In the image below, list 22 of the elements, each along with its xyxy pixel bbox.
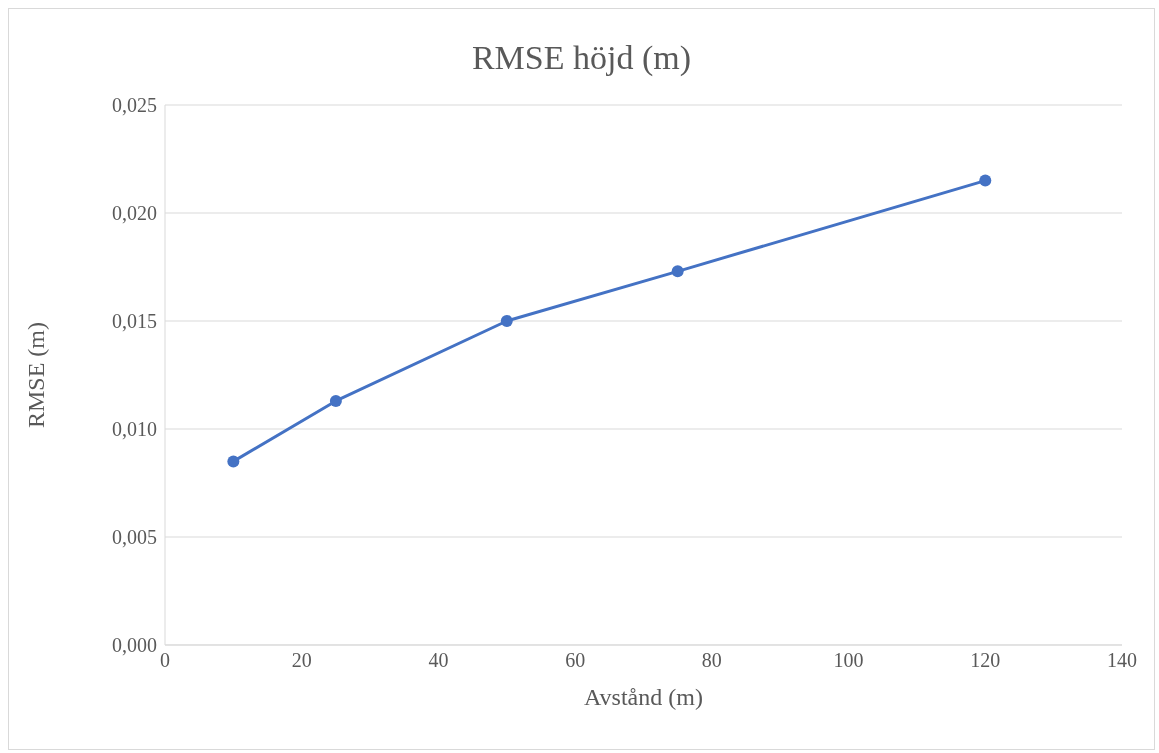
y-tick-label: 0,015 [112, 310, 157, 333]
point [500, 315, 513, 327]
x-tick-label: 100 [833, 649, 864, 672]
x-tick-label: 120 [970, 649, 1001, 672]
y-tick-label: 0,010 [112, 418, 157, 441]
y-tick-label: 0,005 [112, 526, 157, 549]
x-tick-label: 40 [428, 649, 449, 672]
x-tick-label: 0 [160, 649, 170, 672]
x-tick-label: 140 [1107, 649, 1137, 672]
x-tick-label: 80 [701, 649, 722, 672]
x-tick-label: 20 [291, 649, 312, 672]
y-axis-title: RMSE (m) [22, 321, 49, 429]
point [329, 394, 342, 407]
point [671, 265, 684, 278]
y-tick-label: 0,020 [112, 202, 157, 225]
y-tick-label: 0,000 [112, 634, 157, 657]
y-tick-label: 0,025 [112, 94, 157, 117]
x-tick-label: 60 [565, 649, 586, 672]
point [227, 455, 240, 468]
chart-title: RMSE höjd (m) [470, 39, 693, 77]
x-axis-title: Avstånd (m) [584, 684, 703, 710]
point [979, 174, 992, 187]
